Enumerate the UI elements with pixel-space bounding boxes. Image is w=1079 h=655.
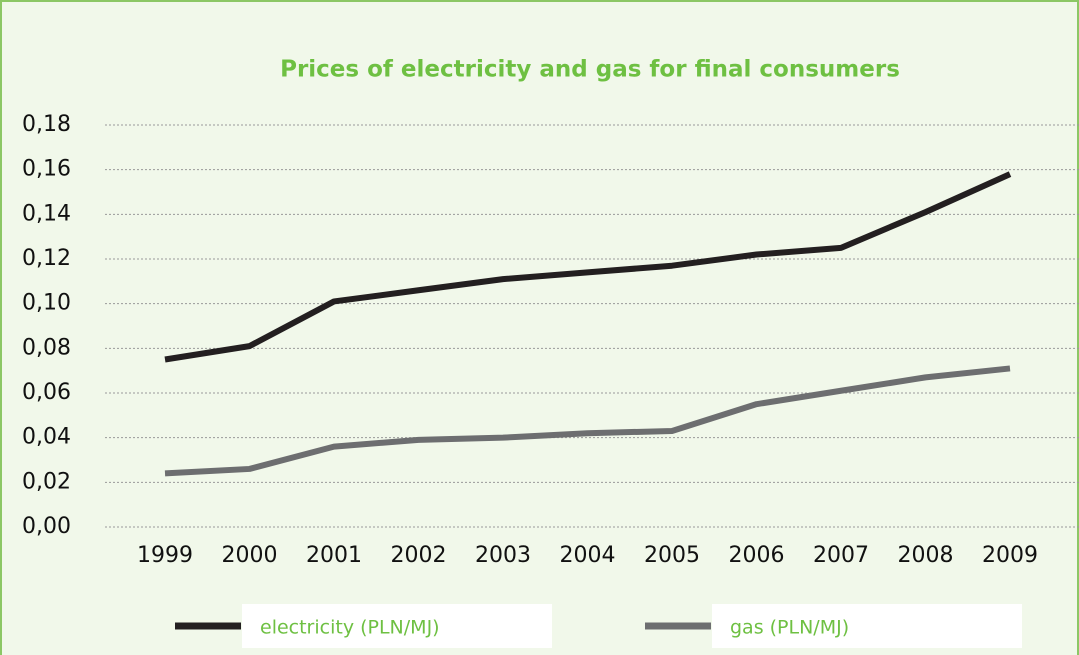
y-tick-label: 0,06	[22, 380, 71, 405]
legend-box	[712, 604, 1022, 648]
x-tick-label: 2009	[982, 543, 1038, 568]
x-tick-label: 2004	[560, 543, 616, 568]
x-tick-label: 2006	[729, 543, 785, 568]
y-tick-label: 0,00	[22, 514, 71, 539]
x-tick-label: 1999	[137, 543, 193, 568]
x-tick-label: 2003	[475, 543, 531, 568]
y-tick-label: 0,12	[22, 246, 71, 271]
x-tick-label: 2005	[644, 543, 700, 568]
x-tick-label: 2000	[222, 543, 278, 568]
y-tick-label: 0,04	[22, 425, 71, 450]
legend-box	[242, 604, 552, 648]
y-tick-label: 0,02	[22, 469, 71, 494]
x-tick-label: 2007	[813, 543, 869, 568]
y-tick-label: 0,08	[22, 335, 71, 360]
y-tick-label: 0,16	[22, 157, 71, 182]
x-tick-label: 2001	[306, 543, 362, 568]
x-tick-label: 2008	[898, 543, 954, 568]
chart-title: Prices of electricity and gas for final …	[280, 57, 900, 83]
y-tick-label: 0,14	[22, 201, 71, 226]
line-series	[164, 171, 1012, 363]
x-tick-label: 2002	[391, 543, 447, 568]
y-tick-label: 0,18	[22, 112, 71, 137]
line-series	[164, 365, 1011, 477]
legend-label: gas (PLN/MJ)	[730, 617, 849, 639]
y-tick-label: 0,10	[22, 291, 71, 316]
legend-label: electricity (PLN/MJ)	[260, 617, 440, 639]
